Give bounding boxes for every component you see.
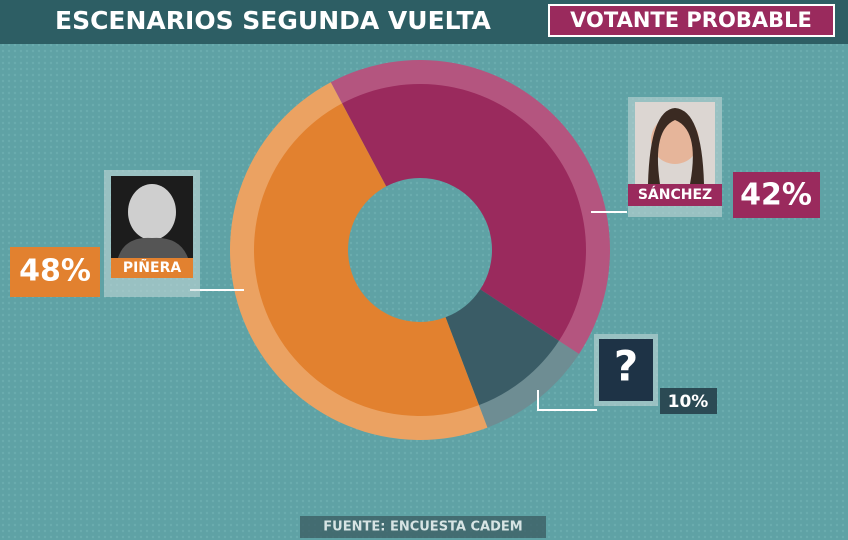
hair: [648, 108, 704, 184]
source-box: [300, 516, 546, 538]
value-label: 10%: [668, 392, 709, 412]
slice: [253, 103, 479, 417]
value-label: 42%: [740, 178, 812, 213]
connector: [537, 390, 597, 411]
percent-box: [733, 172, 820, 218]
percent-box: [10, 247, 100, 297]
category-label: ?: [614, 342, 638, 391]
name-bar: [628, 184, 722, 206]
chart-subtitle: VOTANTE PROBABLE: [570, 8, 812, 32]
donut: [229, 60, 610, 441]
chart-title: ESCENARIOS SEGUNDA VUELTA: [55, 6, 492, 35]
face: [128, 184, 176, 240]
value-label: 48%: [19, 254, 91, 289]
slice-ring: [478, 340, 579, 428]
slice: [342, 84, 587, 341]
name-bar: [111, 258, 193, 278]
slice-ring: [330, 60, 610, 355]
percent-box: [660, 388, 717, 414]
slice: [445, 289, 559, 406]
icon-box: [599, 339, 653, 401]
source: FUENTE: ENCUESTA CADEM: [323, 520, 522, 535]
shoulders: [118, 237, 188, 258]
candidate-name: SÁNCHEZ: [638, 186, 712, 203]
candidate-name: PIÑERA: [123, 259, 182, 276]
subtitle-box: [548, 4, 835, 37]
